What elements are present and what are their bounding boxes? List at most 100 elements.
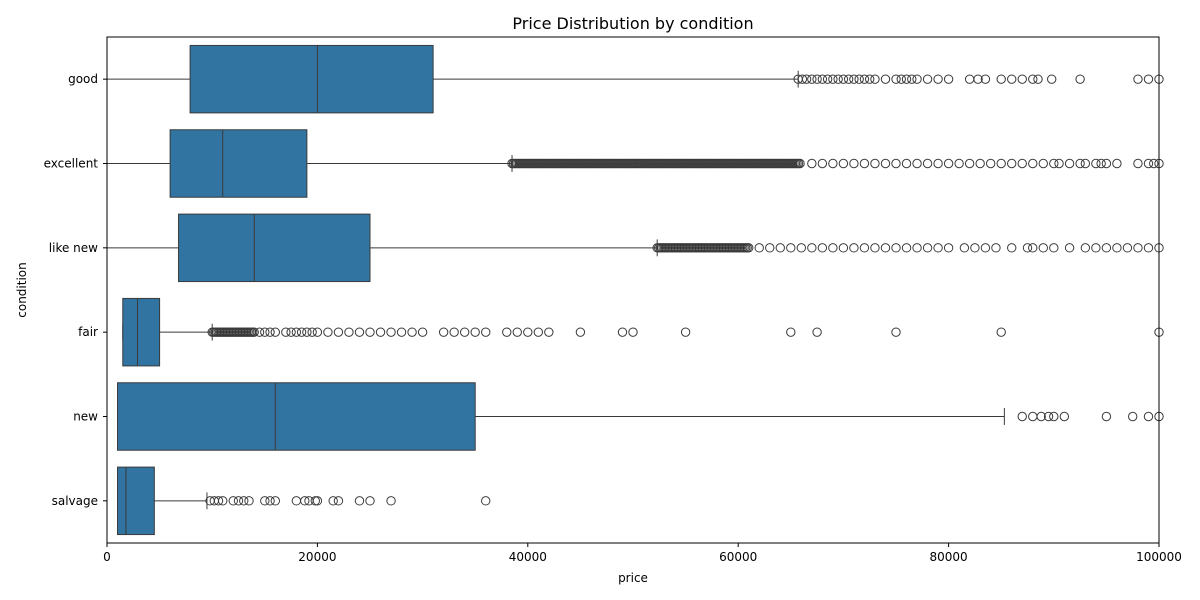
outlier-point [807, 158, 817, 169]
outlier-point [743, 243, 754, 253]
outlier-point [996, 158, 1006, 169]
outlier-point [901, 243, 912, 253]
outlier-point [270, 327, 281, 337]
outlier-point [922, 74, 933, 84]
outlier-point [954, 158, 964, 169]
x-tick-label: 100000 [1136, 550, 1182, 564]
x-tick-label: 80000 [930, 550, 968, 564]
outlier-point [1112, 243, 1122, 253]
outlier-point [1143, 158, 1154, 169]
outlier-point [1133, 74, 1143, 84]
outlier-point [891, 158, 901, 169]
box-excellent [106, 129, 1164, 198]
outlier-point [249, 327, 259, 337]
outlier-point [302, 327, 312, 337]
outlier-point [270, 496, 281, 506]
iqr-box [122, 297, 161, 367]
outlier-point [617, 327, 628, 337]
outlier-point [1128, 411, 1138, 422]
x-tick-label: 60000 [719, 550, 757, 564]
outlier-point [970, 243, 980, 253]
outlier-point [1049, 243, 1059, 253]
outlier-point [817, 243, 828, 253]
outlier-point [775, 243, 785, 253]
outlier-point [1007, 158, 1017, 169]
outlier-point [1143, 74, 1154, 84]
outlier-point [980, 243, 991, 253]
x-tick-label: 0 [103, 550, 111, 564]
outlier-point [833, 74, 843, 84]
outlier-point [870, 243, 880, 253]
outlier-point [943, 74, 954, 84]
outlier-point [891, 327, 901, 337]
outlier-point [344, 327, 354, 337]
outlier-point [838, 74, 849, 84]
outlier-point [575, 327, 586, 337]
outlier-point [838, 158, 849, 169]
outlier-point [1075, 74, 1085, 84]
outlier-point [854, 74, 864, 84]
outlier-point [933, 158, 943, 169]
outlier-point [533, 327, 544, 337]
outlier-point [1046, 74, 1057, 84]
outlier-point [1028, 74, 1038, 84]
outlier-point [1028, 158, 1038, 169]
outlier-point [922, 243, 933, 253]
outlier-point [933, 74, 943, 84]
outlier-point [265, 496, 275, 506]
outlier-point [796, 243, 807, 253]
y-tick-label: new [73, 410, 98, 424]
outlier-point [1033, 74, 1043, 84]
outlier-point [502, 327, 512, 337]
outlier-point [244, 496, 254, 506]
outlier-point [233, 496, 244, 506]
outlier-point [1133, 158, 1143, 169]
outlier-point [901, 74, 912, 84]
outlier-point [765, 243, 775, 253]
outlier-point [375, 327, 386, 337]
outlier-point [807, 74, 817, 84]
outlier-point [396, 327, 407, 337]
outlier-point [985, 158, 996, 169]
outlier-point [365, 327, 375, 337]
outlier-point [481, 496, 491, 506]
outlier-point [354, 327, 365, 337]
plot-frame [106, 36, 1160, 544]
outlier-point [1022, 243, 1033, 253]
outlier-point [291, 327, 302, 337]
outlier-point [1112, 158, 1122, 169]
outlier-point [1007, 74, 1017, 84]
outlier-point [807, 243, 817, 253]
outlier-point [943, 243, 954, 253]
outlier-point [901, 158, 912, 169]
outlier-point [828, 243, 838, 253]
box-fair [122, 297, 1164, 367]
x-tick-label: 40000 [509, 550, 547, 564]
outlier-point [838, 243, 849, 253]
y-axis-label: condition [15, 262, 29, 317]
outlier-point [973, 74, 983, 84]
outlier-point [1064, 158, 1075, 169]
outlier-point [828, 74, 838, 84]
y-tick-label: excellent [44, 157, 99, 171]
outlier-point [323, 327, 333, 337]
outlier-point [880, 158, 891, 169]
box-new [117, 382, 1164, 451]
outlier-point [1054, 158, 1064, 169]
outlier-point [786, 243, 796, 253]
outlier-point [1080, 243, 1091, 253]
outlier-point [1038, 243, 1048, 253]
outlier-point [980, 74, 991, 84]
outlier-point [849, 74, 859, 84]
outlier-point [865, 74, 875, 84]
outlier-point [849, 243, 859, 253]
outlier-point [354, 496, 365, 506]
outlier-point [481, 327, 491, 337]
outlier-point [228, 496, 238, 506]
axes-group: good excellent like new fair new salvage 0 2000… [44, 36, 1182, 564]
outlier-point [797, 74, 808, 84]
outlier-point [812, 327, 822, 337]
outlier-point [880, 243, 891, 253]
outlier-point [544, 327, 554, 337]
outlier-point [1101, 158, 1112, 169]
